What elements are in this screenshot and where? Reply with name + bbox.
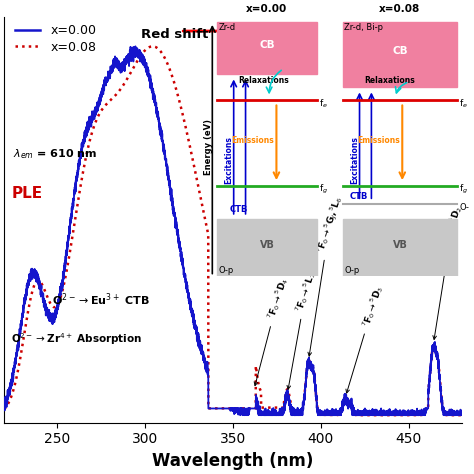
Text: $\lambda_{em}$ = 610 nm: $\lambda_{em}$ = 610 nm	[13, 147, 98, 161]
Text: $^7$F$_0$$\rightarrow$$^5$L$_7$: $^7$F$_0$$\rightarrow$$^5$L$_7$	[287, 270, 319, 389]
Text: $^7$F$_0$$\rightarrow$$^5$G$_J$,$^5$L$_6$: $^7$F$_0$$\rightarrow$$^5$G$_J$,$^5$L$_6…	[308, 194, 346, 356]
Text: $^7$F$_0$$\rightarrow$$^5$D$_4$: $^7$F$_0$$\rightarrow$$^5$D$_4$	[254, 275, 291, 386]
Text: O$^{2-}$$\rightarrow$Eu$^{3+}$ CTB: O$^{2-}$$\rightarrow$Eu$^{3+}$ CTB	[52, 292, 149, 308]
Legend: x=0.00, x=0.08: x=0.00, x=0.08	[10, 19, 101, 59]
Text: Red shift: Red shift	[141, 28, 209, 41]
Text: $^7$F$_0$$\rightarrow$$^5$D$_3$: $^7$F$_0$$\rightarrow$$^5$D$_3$	[346, 283, 386, 393]
Text: PLE: PLE	[11, 185, 42, 201]
Text: $^7$F$_0$$\rightarrow$$^5$D$_2$: $^7$F$_0$$\rightarrow$$^5$D$_2$	[433, 204, 465, 339]
X-axis label: Wavelength (nm): Wavelength (nm)	[152, 452, 314, 470]
Text: O$^{2-}$$\rightarrow$Zr$^{4+}$ Absorption: O$^{2-}$$\rightarrow$Zr$^{4+}$ Absorptio…	[11, 331, 143, 347]
